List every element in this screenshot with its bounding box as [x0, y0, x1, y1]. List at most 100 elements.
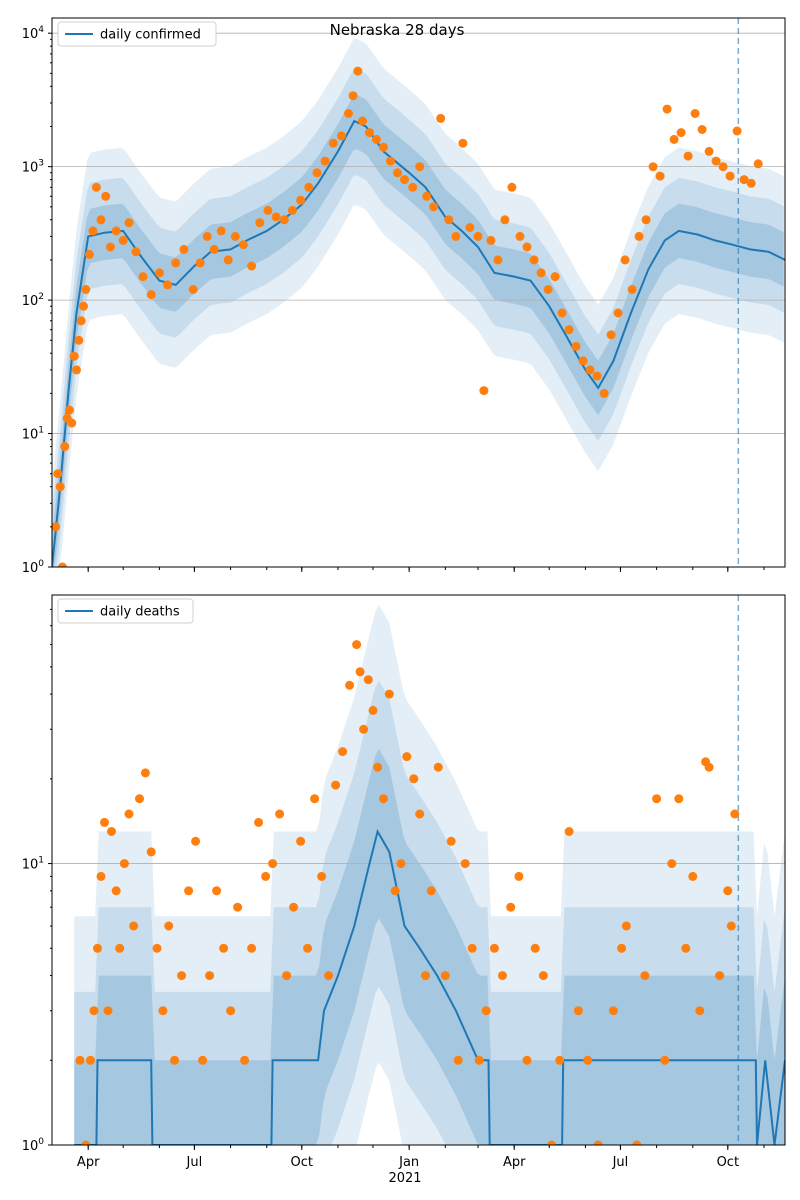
- observed-point: [564, 325, 574, 335]
- bottom-chart-panel: daily deaths 100 101 Apr Jul Oct Jan Apr Jul Oct: [22, 594, 786, 1170]
- observed-point: [732, 126, 742, 136]
- observed-point: [124, 809, 134, 819]
- legend-label: daily confirmed: [100, 28, 201, 43]
- observed-point: [697, 125, 707, 134]
- observed-point: [465, 223, 475, 232]
- observed-point: [655, 171, 665, 181]
- observed-point: [219, 943, 229, 953]
- observed-point: [233, 902, 243, 912]
- observed-point: [263, 205, 273, 215]
- observed-point: [608, 1006, 618, 1016]
- observed-point: [55, 482, 65, 492]
- observed-point: [119, 859, 129, 869]
- y-tick-label: 103: [22, 159, 44, 176]
- observed-point: [379, 794, 388, 804]
- observed-point: [101, 191, 111, 201]
- observed-point: [507, 182, 517, 192]
- observed-point: [676, 128, 686, 138]
- observed-point: [188, 285, 198, 294]
- observed-point: [723, 886, 733, 896]
- observed-point: [753, 159, 763, 169]
- observed-point: [489, 943, 499, 953]
- observed-point: [289, 902, 299, 912]
- observed-point: [135, 794, 144, 804]
- y-tick-label: 101: [22, 856, 44, 873]
- observed-point: [69, 351, 79, 361]
- observed-point: [688, 871, 698, 881]
- y-tick-label: 100: [22, 1137, 45, 1154]
- observed-point: [660, 1055, 670, 1065]
- observed-point: [205, 971, 215, 981]
- observed-point: [275, 809, 285, 819]
- observed-point: [124, 218, 134, 228]
- observed-point: [652, 794, 662, 804]
- observed-point: [662, 104, 672, 114]
- observed-point: [52, 522, 60, 532]
- observed-point: [426, 886, 436, 896]
- observed-point: [209, 244, 219, 254]
- observed-point: [310, 794, 320, 804]
- observed-point: [368, 705, 378, 715]
- observed-point: [515, 231, 525, 241]
- observed-point: [53, 469, 63, 479]
- observed-point: [593, 1140, 603, 1145]
- observed-point: [550, 272, 560, 282]
- observed-point: [386, 156, 395, 166]
- observed-point: [725, 171, 735, 181]
- observed-point: [390, 886, 400, 896]
- observed-point: [337, 131, 346, 141]
- observed-point: [617, 943, 627, 953]
- observed-point: [415, 162, 425, 172]
- x-tick-label: Jul: [612, 1155, 629, 1170]
- observed-point: [547, 1140, 557, 1145]
- observed-point: [177, 971, 187, 981]
- y-tick-label: 100: [22, 559, 45, 576]
- observed-point: [436, 113, 446, 123]
- observed-point: [179, 244, 189, 254]
- observed-point: [715, 971, 725, 981]
- observed-point: [479, 386, 489, 396]
- observed-point: [726, 921, 736, 931]
- observed-point: [212, 886, 222, 896]
- observed-point: [363, 675, 373, 685]
- observed-point: [440, 971, 450, 981]
- observed-point: [481, 1006, 491, 1016]
- observed-point: [154, 268, 164, 278]
- observed-point: [365, 128, 374, 138]
- observed-point: [359, 724, 369, 734]
- observed-point: [226, 1006, 236, 1016]
- observed-point: [324, 971, 334, 981]
- observed-point: [695, 1006, 705, 1016]
- observed-point: [453, 1055, 463, 1065]
- uncertainty-band: [52, 38, 784, 567]
- observed-point: [170, 1055, 180, 1065]
- x-tick-label: Jan: [398, 1155, 419, 1170]
- observed-point: [500, 215, 510, 225]
- observed-point: [93, 943, 102, 953]
- observed-point: [681, 943, 691, 953]
- observed-point: [338, 747, 348, 757]
- observed-point: [88, 226, 98, 236]
- axes-frame: [51, 17, 786, 568]
- observed-point: [100, 817, 109, 827]
- observed-point: [473, 231, 483, 241]
- observed-point: [373, 762, 383, 772]
- observed-point: [606, 330, 616, 340]
- observed-point: [320, 156, 330, 166]
- observed-point: [522, 242, 532, 252]
- x-tick-label: Apr: [77, 1155, 100, 1170]
- observed-point: [585, 365, 595, 375]
- uncertainty-band: [52, 69, 784, 567]
- observed-point: [79, 301, 88, 311]
- legend-daily-deaths: daily deaths: [57, 598, 194, 624]
- observed-point: [247, 943, 257, 953]
- series-line: [52, 119, 785, 567]
- observed-point: [84, 249, 94, 259]
- y-tick-label: 101: [22, 426, 44, 443]
- observed-point: [60, 442, 70, 451]
- observed-point: [704, 762, 714, 772]
- y-tick-label: 104: [22, 25, 45, 42]
- observed-point: [620, 255, 630, 265]
- observed-point: [522, 1055, 532, 1065]
